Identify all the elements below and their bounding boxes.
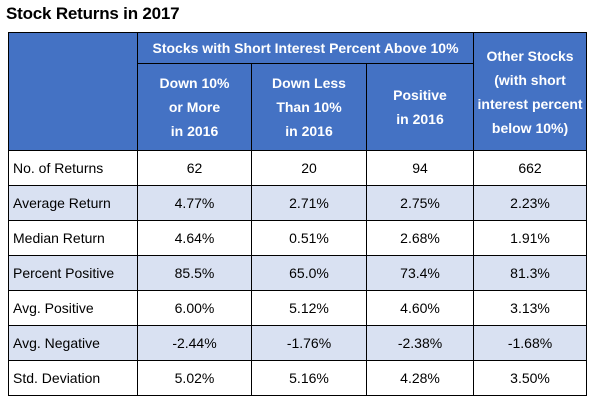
header-stub-cell — [8, 32, 138, 151]
subheader-line: in 2016 — [396, 111, 444, 127]
table-cell: 5.12% — [251, 290, 367, 326]
table-cell: -1.76% — [251, 325, 367, 361]
row-label: Avg. Positive — [8, 290, 138, 326]
table-cell: 62 — [137, 150, 252, 186]
row-label: Percent Positive — [8, 255, 138, 291]
table-row: Std. Deviation 5.02% 5.16% 4.28% 3.50% — [8, 360, 588, 396]
subheader-down-less-than-10: Down Less Than 10% in 2016 — [251, 63, 367, 151]
table-row: Median Return 4.64% 0.51% 2.68% 1.91% — [8, 220, 588, 256]
table-cell: 1.91% — [473, 220, 588, 256]
table-row: No. of Returns 62 20 94 662 — [8, 150, 588, 186]
table-row: Average Return 4.77% 2.71% 2.75% 2.23% — [8, 185, 588, 221]
subheader-line: Down 10% — [159, 75, 230, 91]
other-stocks-header-line: Other Stocks — [486, 47, 574, 64]
table-cell: 662 — [473, 150, 588, 186]
page-title: Stock Returns in 2017 — [6, 4, 180, 23]
table-cell: 2.71% — [251, 185, 367, 221]
table-cell: 81.3% — [473, 255, 588, 291]
subheader-positive: Positive in 2016 — [365, 63, 475, 151]
other-stocks-header-line: (with short — [494, 71, 566, 88]
table-cell: 0.51% — [251, 220, 367, 256]
table-cell: 5.02% — [137, 360, 252, 396]
subheader-line: in 2016 — [170, 123, 219, 139]
group-header: Stocks with Short Interest Percent Above… — [136, 32, 475, 64]
other-stocks-header: Other Stocks (with short interest percen… — [473, 32, 588, 151]
table-cell: 20 — [251, 150, 367, 186]
stock-returns-table: Stocks with Short Interest Percent Above… — [8, 32, 588, 396]
table-cell: 3.50% — [473, 360, 588, 396]
table-cell: -2.38% — [365, 325, 475, 361]
table-row: Avg. Negative -2.44% -1.76% -2.38% -1.68… — [8, 325, 588, 361]
table-cell: 4.28% — [365, 360, 475, 396]
row-label: Std. Deviation — [8, 360, 138, 396]
subheader-line: in 2016 — [285, 123, 333, 139]
subheader-line: or More — [168, 99, 221, 115]
table-cell: 85.5% — [137, 255, 252, 291]
table-cell: 94 — [365, 150, 475, 186]
table-cell: 6.00% — [137, 290, 252, 326]
table-cell: 4.77% — [137, 185, 252, 221]
row-label: Average Return — [8, 185, 138, 221]
subheader-line: Positive — [393, 87, 447, 103]
row-label: Median Return — [8, 220, 138, 256]
table-cell: 73.4% — [365, 255, 475, 291]
row-label: No. of Returns — [8, 150, 138, 186]
subheader-line: Than 10% — [276, 99, 342, 115]
table-cell: 3.13% — [473, 290, 588, 326]
table-cell: 65.0% — [251, 255, 367, 291]
table-cell: 2.68% — [365, 220, 475, 256]
row-label: Avg. Negative — [8, 325, 138, 361]
table-cell: 4.60% — [365, 290, 475, 326]
table-cell: 4.64% — [137, 220, 252, 256]
subheader-down-10-or-more: Down 10% or More in 2016 — [137, 63, 252, 151]
subheader-line: Down Less — [272, 75, 346, 91]
table-cell: -1.68% — [473, 325, 588, 361]
table-cell: 2.23% — [473, 185, 588, 221]
table-cell: -2.44% — [137, 325, 252, 361]
table-row: Avg. Positive 6.00% 5.12% 4.60% 3.13% — [8, 290, 588, 326]
other-stocks-header-line: below 10%) — [491, 119, 569, 136]
other-stocks-header-line: interest percent — [477, 95, 583, 112]
table-row: Percent Positive 85.5% 65.0% 73.4% 81.3% — [8, 255, 588, 291]
table-cell: 2.75% — [365, 185, 475, 221]
table-cell: 5.16% — [251, 360, 367, 396]
